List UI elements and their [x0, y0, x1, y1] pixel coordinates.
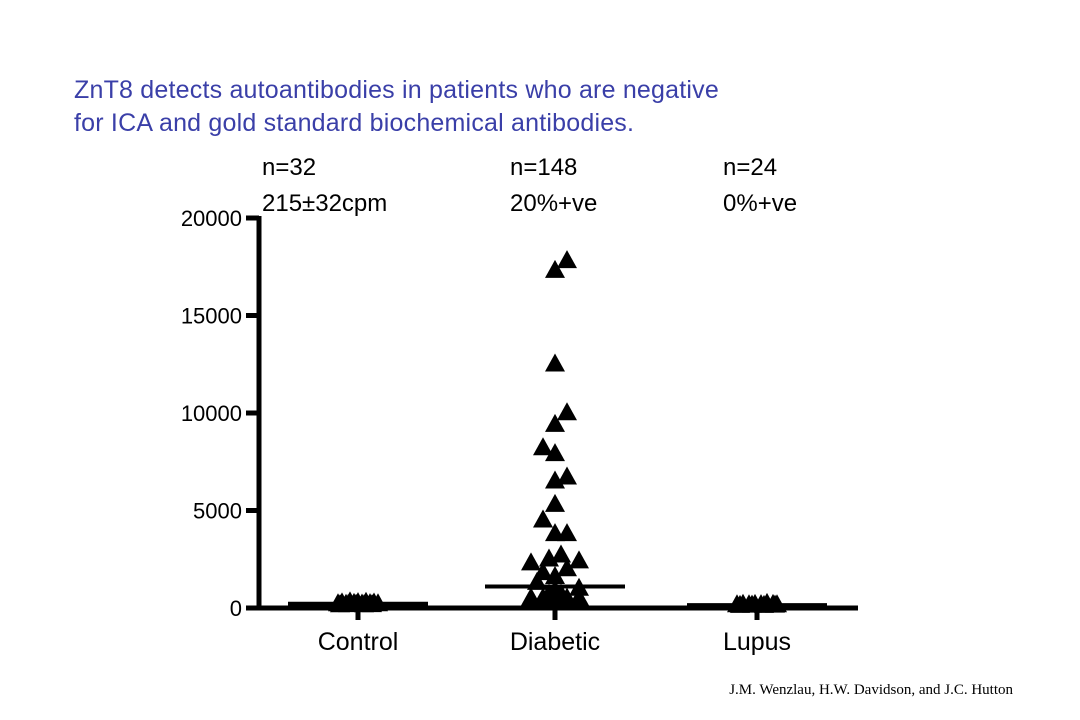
data-point-diabetic-14	[539, 548, 559, 567]
group-stat-diabetic: n=148 20%+ve	[510, 150, 597, 222]
data-point-diabetic-13	[551, 544, 571, 563]
stat-label-lupus: 0%+ve	[723, 190, 798, 217]
data-point-diabetic-3	[557, 402, 577, 421]
y-tick-label-0: 0	[230, 596, 242, 621]
data-point-lupus-11	[765, 594, 785, 613]
data-point-diabetic-12	[557, 523, 577, 542]
data-point-diabetic-20	[569, 577, 589, 596]
data-point-control-15	[362, 594, 382, 613]
data-point-diabetic-8	[545, 470, 565, 489]
data-point-diabetic-19	[545, 566, 565, 584]
category-label-lupus: Lupus	[723, 628, 791, 656]
data-point-diabetic-15	[521, 552, 541, 571]
data-point-diabetic-17	[557, 558, 577, 577]
data-point-diabetic-4	[545, 413, 565, 432]
category-label-control: Control	[318, 628, 399, 656]
y-tick-label-20000: 20000	[181, 206, 242, 231]
y-tick-label-15000: 15000	[181, 304, 242, 329]
data-point-diabetic-2	[545, 353, 565, 372]
data-points	[328, 250, 787, 613]
stat-label-diabetic: 20%+ve	[510, 190, 598, 217]
title-line-2: for ICA and gold standard biochemical an…	[74, 109, 635, 137]
author-credit: J.M. Wenzlau, H.W. Davidson, and J.C. Hu…	[729, 682, 1013, 698]
data-point-diabetic-29	[551, 583, 571, 602]
group-stat-lupus: n=24 0%+ve	[723, 150, 797, 222]
data-point-diabetic-10	[533, 509, 553, 528]
y-tick-label-10000: 10000	[181, 401, 242, 426]
y-tick-label-5000: 5000	[193, 499, 242, 524]
data-point-diabetic-21	[527, 571, 547, 590]
data-point-diabetic-9	[545, 493, 565, 512]
data-point-diabetic-6	[545, 443, 565, 462]
data-point-diabetic-5	[533, 437, 553, 456]
n-label-diabetic: n=148	[510, 154, 578, 181]
stat-label-control: 215±32cpm	[262, 190, 388, 217]
title-line-1: ZnT8 detects autoantibodies in patients …	[74, 76, 719, 104]
group-stat-control: n=32 215±32cpm	[262, 150, 387, 222]
data-point-diabetic-27	[569, 587, 589, 606]
n-label-control: n=32	[262, 154, 317, 181]
n-label-lupus: n=24	[723, 154, 778, 181]
y-tick-labels: 0 5000 10000 15000 20000	[181, 206, 242, 621]
category-label-diabetic: Diabetic	[510, 628, 600, 656]
slide-title: ZnT8 detects autoantibodies in patients …	[74, 74, 974, 140]
data-point-diabetic-1	[557, 250, 577, 269]
data-point-diabetic-0	[545, 259, 565, 278]
category-labels: Control Diabetic Lupus	[318, 628, 791, 656]
data-point-diabetic-7	[557, 466, 577, 485]
data-point-diabetic-16	[569, 550, 589, 569]
